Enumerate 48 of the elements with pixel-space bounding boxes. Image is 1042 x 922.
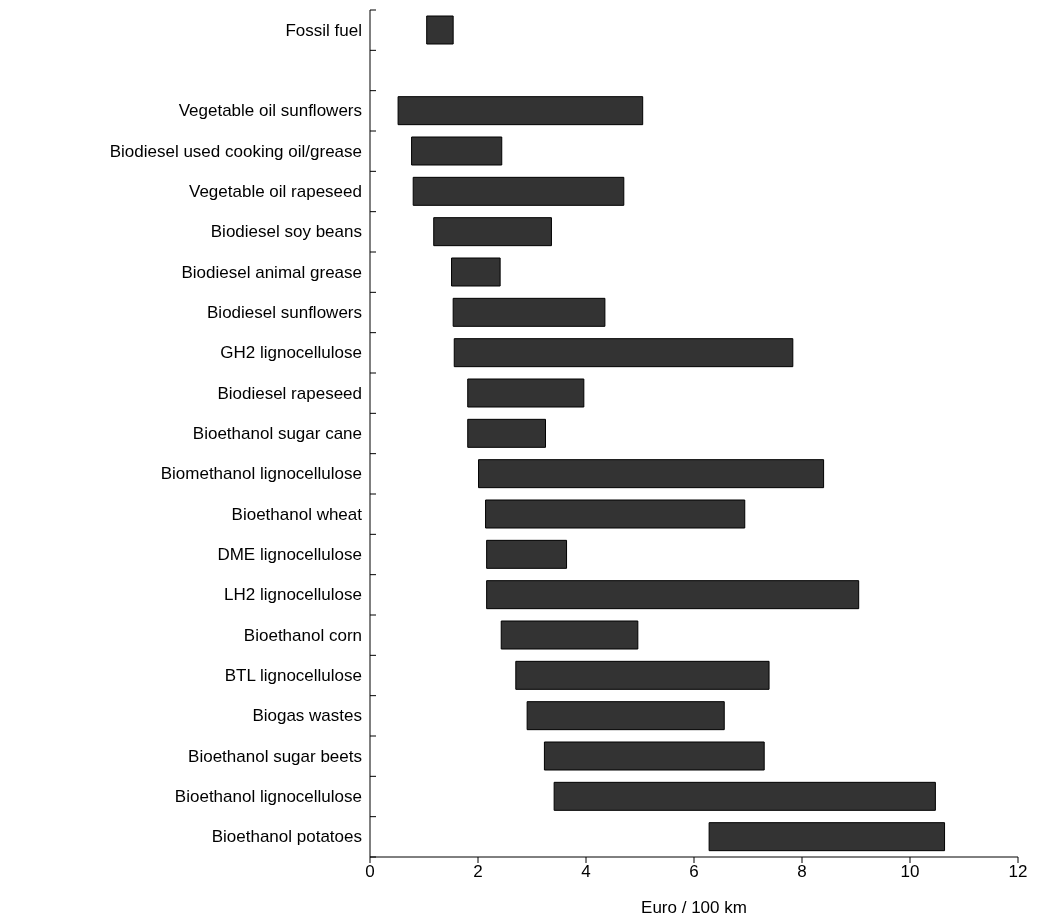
bar (451, 257, 501, 287)
y-tick-label: Biodiesel sunflowers (207, 303, 362, 322)
bar (486, 580, 860, 610)
bar (467, 378, 585, 408)
y-tick-label: Bioethanol lignocellulose (174, 787, 362, 806)
bar (478, 459, 825, 489)
bar (553, 781, 936, 811)
y-tick-label: Biodiesel soy beans (210, 222, 362, 242)
y-tick-label: Fossil fuel (285, 20, 362, 40)
bar (486, 539, 568, 569)
bar (708, 822, 946, 852)
x-axis-title: Euro / 100 km (641, 898, 747, 917)
y-tick-label: GH2 lignocellulose (220, 343, 362, 363)
bar (453, 338, 794, 368)
y-tick-label: Biomethanol lignocellulose (160, 464, 362, 484)
bar (543, 741, 765, 771)
y-tick-label: Vegetable oil rapeseed (189, 182, 362, 201)
y-tick-label: Biodiesel animal grease (181, 262, 362, 282)
y-tick-label: LH2 lignocellulose (224, 585, 362, 605)
x-tick-label: 0 (365, 862, 375, 882)
bar (412, 176, 625, 206)
x-tick-label: 12 (1008, 862, 1028, 882)
x-tick-label: 2 (473, 862, 483, 882)
y-tick-label: Bioethanol sugar beets (188, 746, 362, 766)
bar (515, 660, 770, 690)
x-tick-label: 10 (900, 862, 920, 882)
bar (467, 418, 546, 448)
y-tick-label: BTL lignocellulose (224, 666, 362, 685)
y-tick-label: Biogas wastes (252, 706, 362, 726)
bar (433, 217, 552, 247)
bar (397, 96, 644, 126)
y-tick-label: Bioethanol wheat (231, 504, 363, 524)
bar (485, 499, 746, 529)
x-tick-label: 8 (797, 862, 807, 882)
y-tick-label: Bioethanol potatoes (211, 827, 362, 847)
x-tick-label: 4 (581, 862, 591, 882)
y-tick-label: Biodiesel used cooking oil/grease (109, 141, 362, 161)
bar (526, 701, 725, 731)
bar (500, 620, 639, 650)
x-tick-label: 6 (689, 862, 699, 882)
y-tick-label: Biodiesel rapeseed (217, 383, 362, 403)
y-tick-label: Bioethanol sugar cane (192, 424, 362, 443)
y-tick-label: Vegetable oil sunflowers (178, 101, 362, 121)
bar (426, 15, 454, 45)
y-tick-label: DME lignocellulose (217, 545, 362, 564)
y-tick-label: Bioethanol corn (243, 625, 362, 645)
bar (411, 136, 503, 166)
bar (452, 297, 606, 327)
